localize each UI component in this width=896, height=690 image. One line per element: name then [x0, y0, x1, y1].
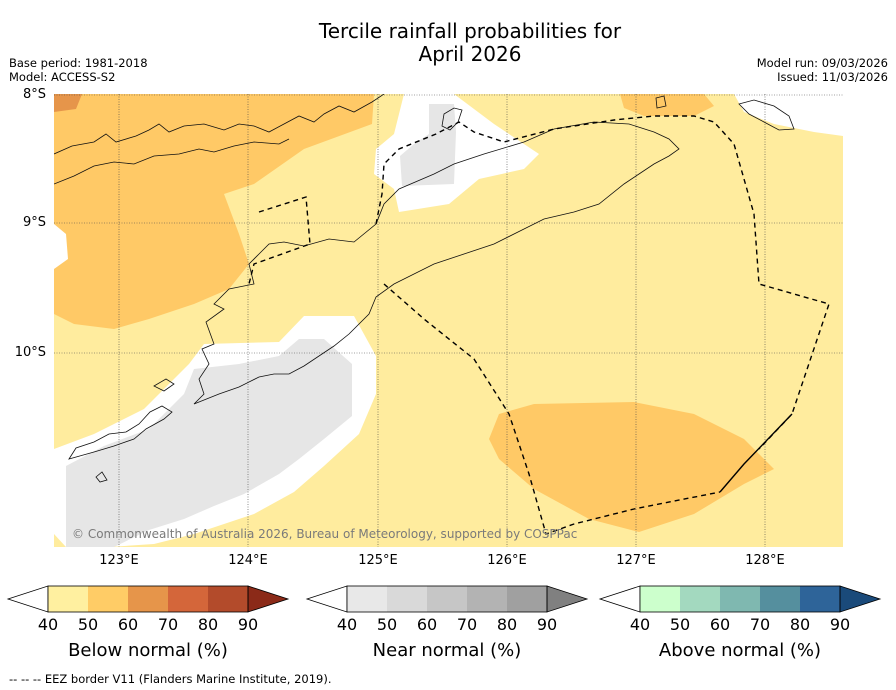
below-bin-50-60 [88, 586, 128, 612]
lon-label-124e: 124°E [228, 553, 268, 568]
lat-label-9s: 9°S [22, 215, 46, 230]
colorbars [6, 585, 882, 613]
title-line-2: April 2026 [418, 42, 522, 66]
below-high-extend [247, 585, 290, 613]
title-line-1: Tercile rainfall probabilities for [318, 19, 622, 43]
above-bin-60-70 [720, 586, 760, 612]
colorbar-above-normal [598, 585, 882, 613]
white-transition-northeast [734, 94, 843, 136]
eez-border-south [383, 283, 721, 535]
near-tick-90: 90 [536, 615, 558, 634]
copyright-notice: © Commonwealth of Australia 2026, Bureau… [72, 527, 578, 541]
colorbar-below-normal [6, 585, 290, 613]
near-high-extend [546, 585, 589, 613]
issued-date: Issued: 11/03/2026 [777, 70, 888, 84]
near-bin-60-70 [427, 586, 467, 612]
eez-border [248, 115, 830, 535]
below-tick-70: 70 [157, 615, 179, 634]
near-normal-title: Near normal (%) [372, 640, 522, 661]
below-tick-80: 80 [197, 615, 219, 634]
map-panel [54, 94, 843, 547]
coastlines [54, 94, 795, 483]
below-tick-40: 40 [37, 615, 59, 634]
small-island-north [655, 95, 667, 109]
near-frame [346, 585, 548, 613]
below-bin-40-50 [48, 586, 88, 612]
above-tick-90: 90 [829, 615, 851, 634]
island-small-1 [153, 378, 175, 392]
near-normal-40-region-southwest [66, 339, 352, 547]
lon-label-127e: 127°E [616, 553, 656, 568]
below-normal-title: Below normal (%) [68, 640, 228, 661]
above-tick-50: 50 [669, 615, 691, 634]
above-bin-70-80 [760, 586, 800, 612]
above-tick-80: 80 [789, 615, 811, 634]
model-name: Model: ACCESS-S2 [9, 70, 116, 84]
below-bin-70-80 [168, 586, 208, 612]
below-normal-50-region-southeast [489, 402, 774, 532]
near-tick-70: 70 [456, 615, 478, 634]
near-tick-50: 50 [376, 615, 398, 634]
white-transition-west [54, 224, 68, 269]
sawu-rote-coastline [68, 405, 173, 460]
above-normal-title: Above normal (%) [658, 640, 822, 661]
island-small-2 [95, 471, 108, 483]
near-bin-80-90 [507, 586, 547, 612]
model-run: Model run: 09/03/2026 [756, 56, 888, 70]
above-high-extend [839, 585, 882, 613]
map-title: Tercile rainfall probabilities for April… [0, 20, 896, 66]
below-normal-50-region-north [620, 94, 714, 116]
above-tick-70: 70 [749, 615, 771, 634]
near-low-extend [305, 585, 348, 613]
lon-label-126e: 126°E [487, 553, 527, 568]
below-bin-60-70 [128, 586, 168, 612]
lon-label-123e: 123°E [99, 553, 139, 568]
below-bin-80-90 [208, 586, 248, 612]
below-tick-60: 60 [117, 615, 139, 634]
graticule [54, 94, 843, 547]
lon-label-128e: 128°E [745, 553, 785, 568]
eez-border-north [248, 115, 830, 450]
near-bin-50-60 [387, 586, 427, 612]
above-tick-40: 40 [629, 615, 651, 634]
tanimbar-coastline [738, 99, 795, 131]
below-normal-60-region [54, 94, 82, 112]
below-normal-50-region-northwest [54, 94, 374, 329]
eez-border-solid [719, 413, 793, 493]
lat-label-8s: 8°S [22, 87, 46, 102]
flores-alor-coastline [54, 94, 385, 185]
below-tick-50: 50 [77, 615, 99, 634]
below-low-extend [6, 585, 49, 613]
lat-label-10s: 10°S [14, 345, 46, 360]
base-period: Base period: 1981-2018 [9, 56, 148, 70]
below-frame [47, 585, 249, 613]
near-tick-40: 40 [336, 615, 358, 634]
above-low-extend [598, 585, 641, 613]
near-bin-70-80 [467, 586, 507, 612]
near-tick-80: 80 [496, 615, 518, 634]
below-tick-90: 90 [237, 615, 259, 634]
lon-label-125e: 125°E [358, 553, 398, 568]
near-tick-60: 60 [416, 615, 438, 634]
above-tick-60: 60 [709, 615, 731, 634]
eez-legend-footer: -- -- -- EEZ border V11 (Flanders Marine… [9, 672, 332, 686]
left-metadata: Base period: 1981-2018 Model: ACCESS-S2 [9, 56, 148, 84]
above-bin-50-60 [680, 586, 720, 612]
near-bin-40-50 [347, 586, 387, 612]
right-metadata: Model run: 09/03/2026 Issued: 11/03/2026 [757, 56, 888, 84]
above-bin-40-50 [640, 586, 680, 612]
above-frame [639, 585, 841, 613]
colorbar-near-normal [305, 585, 589, 613]
timor-coastline [193, 121, 680, 405]
above-bin-80-90 [800, 586, 840, 612]
